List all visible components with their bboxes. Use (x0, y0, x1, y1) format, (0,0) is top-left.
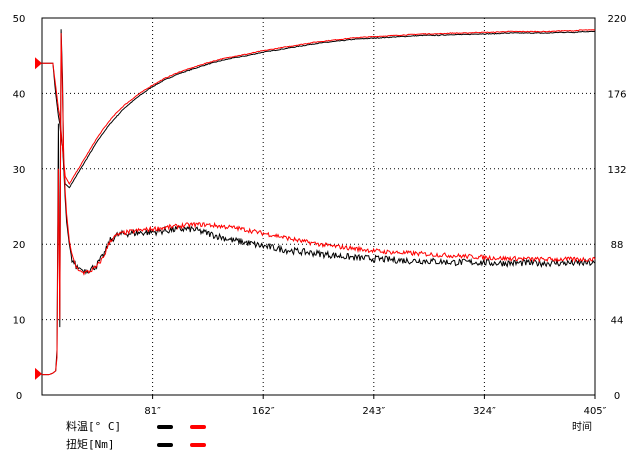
series-line-料温-red (42, 29, 596, 185)
grid-layer (42, 18, 595, 395)
start-marker (35, 367, 42, 380)
y-left-tick-label: 20 (13, 240, 26, 251)
x-tick-label: 81″ (144, 406, 161, 417)
y-right-tick-label: 220 (607, 14, 626, 25)
plot-area-border (41, 17, 596, 396)
series-line-扭矩-black (42, 29, 596, 376)
legend-swatch-torque-red (190, 443, 207, 447)
y-right-tick-label: 44 (611, 316, 624, 327)
y-left-tick-label: 30 (13, 165, 26, 176)
y-right-tick-label: 176 (607, 89, 626, 100)
legend-label-torque: 扭矩[Nm] (66, 438, 115, 451)
series-line-扭矩-red (42, 33, 596, 376)
series-layer (42, 29, 596, 376)
x-axis-title: 时间 (572, 420, 592, 433)
tick-layer: 81″ 162″ 243″ 324″ 405″ 0 10 20 30 40 50 0 44 88 132 17… (13, 14, 627, 417)
start-marker (35, 57, 42, 70)
y-right-tick-label: 132 (607, 165, 626, 176)
y-right-tick-label: 0 (614, 391, 620, 402)
x-tick-label: 243″ (362, 406, 385, 417)
x-tick-label: 324″ (473, 406, 496, 417)
x-tick-label: 405″ (584, 406, 607, 417)
legend-swatch-temperature-red (190, 425, 207, 429)
series-line-料温-black (42, 30, 596, 189)
y-left-tick-label: 50 (13, 14, 26, 25)
legend-row-temperature: 料温[° C] (66, 418, 217, 434)
legend-swatch-temperature-black (156, 425, 173, 429)
y-left-tick-label: 40 (13, 89, 26, 100)
legend-swatch-torque-black (156, 443, 173, 447)
legend-row-torque: 扭矩[Nm] (66, 436, 217, 452)
y-right-tick-label: 88 (611, 240, 624, 251)
marker-layer (35, 57, 42, 380)
y-left-tick-label: 10 (13, 316, 26, 327)
x-tick-label: 162″ (252, 406, 275, 417)
y-left-tick-label: 0 (16, 391, 22, 402)
legend-label-temperature: 料温[° C] (66, 420, 122, 433)
